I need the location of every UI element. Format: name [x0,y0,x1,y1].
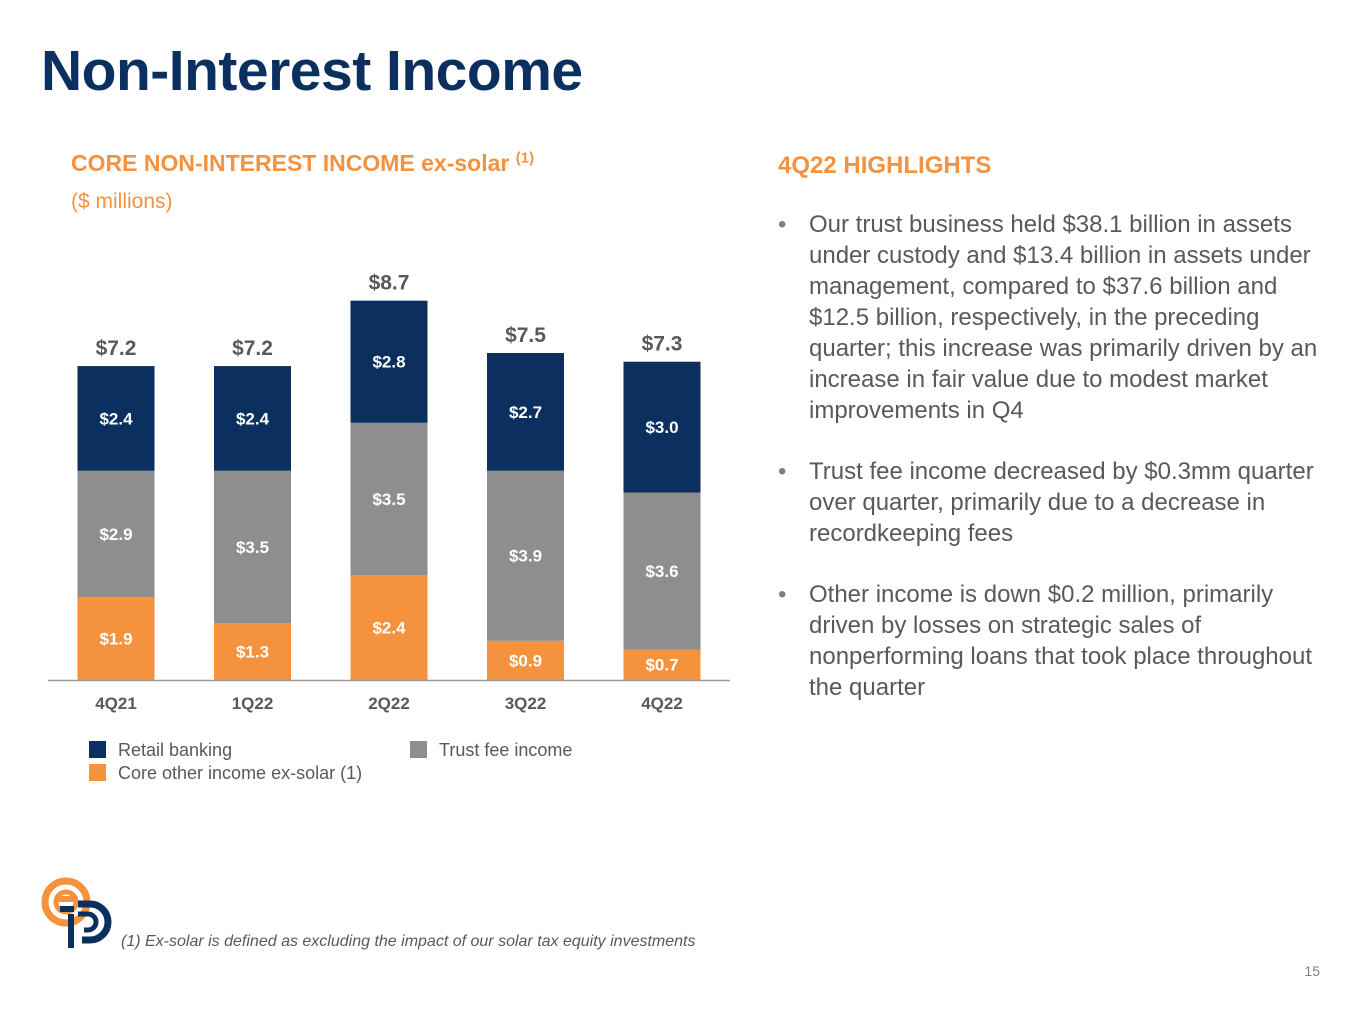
bar-segment [487,640,564,680]
chart-subtitle: ($ millions) [71,190,173,213]
highlight-text: Trust fee income decreased by $0.3mm qua… [809,458,1314,547]
data-label: $2.4 [99,409,133,428]
highlight-item: • Our trust business held $38.1 billion i… [778,209,1323,426]
data-label: $3.5 [372,490,405,509]
legend-label: Retail banking [118,740,233,760]
total-label: $7.2 [232,337,273,360]
data-label: $2.9 [99,525,132,544]
data-label: $3.0 [645,418,678,437]
highlight-item: • Trust fee income decreased by $0.3mm qu… [778,456,1323,549]
legend-item: Core other income ex-solar (1) [89,763,362,784]
highlight-text: Other income is down $0.2 million, prima… [809,581,1313,701]
bar-segment [350,422,428,576]
bar-segment [623,649,701,680]
data-label: $2.8 [372,353,405,372]
legend-item: Retail banking [89,740,232,761]
bar-segment [77,597,155,680]
total-label: $8.7 [369,272,410,295]
legend-swatch [89,764,106,781]
total-label: $7.5 [505,324,546,347]
chart-title-text: CORE NON-INTEREST INCOME ex-solar [71,150,510,176]
highlight-text: Our trust business held $38.1 billion in… [809,211,1318,424]
chart-title: CORE NON-INTEREST INCOME ex-solar (1) [71,150,534,177]
data-label: $3.5 [236,538,269,557]
bar-segment [487,353,564,471]
chart-title-footnote-ref: (1) [515,149,535,167]
data-label: $2.4 [372,619,406,638]
x-tick-label: 2Q22 [368,694,410,713]
bar-segment [77,470,155,598]
data-label: $3.9 [509,547,542,566]
page-number: 15 [1304,963,1320,979]
company-logo [41,877,112,948]
page-title: Non-Interest Income [41,39,583,103]
data-label: $1.9 [99,630,132,649]
bar-segment [214,623,291,680]
data-label: $0.9 [509,651,542,670]
bar-segment [214,470,291,624]
x-tick-label: 4Q21 [95,694,137,713]
bar-segment [623,361,701,493]
legend-swatch [410,741,427,758]
legend-label: Core other income ex-solar (1) [118,763,363,783]
total-label: $7.3 [642,333,683,356]
bar-segment [350,575,428,680]
x-tick-label: 1Q22 [232,694,274,713]
highlights-list: • Our trust business held $38.1 billion i… [778,209,1323,733]
bar-segment [623,492,701,650]
highlight-item: • Other income is down $0.2 million, prim… [778,579,1323,703]
bullet-icon: • [778,211,787,238]
bar-segment [77,366,155,471]
data-label: $1.3 [236,643,269,662]
legend-label: Trust fee income [439,740,573,760]
bar-segment [214,366,291,471]
legend-swatch [89,741,106,758]
bullet-icon: • [778,581,787,608]
legend-item: Trust fee income [410,740,572,761]
data-label: $2.4 [236,409,270,428]
data-label: $0.7 [645,656,678,675]
bar-segment [487,470,564,641]
total-label: $7.2 [96,337,137,360]
bar-segment [350,300,428,423]
data-label: $2.7 [509,403,542,422]
footnote: (1) Ex-solar is defined as excluding the… [121,933,696,950]
bullet-icon: • [778,458,787,485]
x-tick-label: 4Q22 [641,694,683,713]
x-tick-label: 3Q22 [505,694,547,713]
data-label: $3.6 [645,562,678,581]
stacked-bar-chart: $1.9 $2.9 $2.4 $7.2 4Q21 $1.3 $3.5 $2.4 $7.2 1Q22… [48,272,730,713]
highlights-title: 4Q22 HIGHLIGHTS [778,152,992,179]
